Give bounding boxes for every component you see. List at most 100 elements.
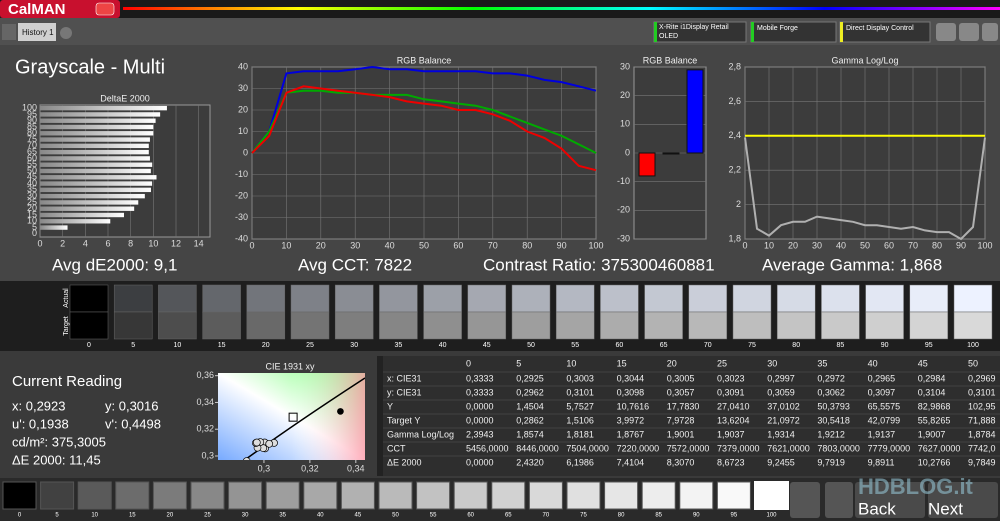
patch-button[interactable] xyxy=(340,481,375,510)
patch-button[interactable] xyxy=(641,481,676,510)
column-header: 35 xyxy=(817,358,827,368)
row-label: Actual xyxy=(63,288,70,308)
table-cell: 1,5106 xyxy=(566,415,594,425)
x-tick-label: 100 xyxy=(588,240,603,250)
actual-swatch xyxy=(113,284,153,313)
device-status xyxy=(654,22,657,42)
table-cell: 0,2997 xyxy=(767,373,795,383)
swatch-label: 60 xyxy=(616,342,624,349)
column-header: 20 xyxy=(667,358,677,368)
table-cell: 0,2962 xyxy=(516,387,544,397)
settings-button[interactable] xyxy=(936,23,956,41)
table-cell: 9,7919 xyxy=(817,457,845,467)
x-tick-label: 80 xyxy=(932,240,942,250)
target-swatch xyxy=(290,311,330,340)
target-swatch xyxy=(334,311,374,340)
patch-button[interactable] xyxy=(303,481,338,510)
patch-button[interactable] xyxy=(528,481,563,510)
next-button[interactable] xyxy=(928,482,998,518)
table-cell: 1,9001 xyxy=(667,429,695,439)
table-cell: 1,9314 xyxy=(767,429,795,439)
series-line xyxy=(251,85,597,172)
bar xyxy=(40,200,139,205)
patch-button[interactable] xyxy=(77,481,112,510)
bar xyxy=(638,152,656,177)
x-tick-label: 20 xyxy=(316,240,326,250)
add-tab[interactable] xyxy=(60,27,72,39)
y-tick-label: 10 xyxy=(238,126,248,136)
patch-button[interactable] xyxy=(190,481,225,510)
patch-label: 65 xyxy=(505,513,512,519)
patch-button[interactable] xyxy=(416,481,451,510)
x-tick-label: 90 xyxy=(557,240,567,250)
y-tick-label: -30 xyxy=(235,212,248,222)
y-tick-label: 1,8 xyxy=(728,233,741,243)
patch-button[interactable] xyxy=(228,481,263,510)
patch-button[interactable] xyxy=(453,481,488,510)
table-cell: 1,8784 xyxy=(968,429,996,439)
x-tick-label: 0 xyxy=(37,238,42,248)
table-cell: 8446,0000 xyxy=(516,443,559,453)
back-button[interactable] xyxy=(855,482,925,518)
actual-swatch xyxy=(69,284,109,313)
x-tick-label: 80 xyxy=(522,240,532,250)
table-cell: 9,2455 xyxy=(767,457,795,467)
table-cell: 0,0000 xyxy=(466,401,494,411)
bar xyxy=(686,69,704,154)
patch-button[interactable] xyxy=(491,481,526,510)
logo-button[interactable] xyxy=(0,0,120,18)
table-cell: 1,9007 xyxy=(918,429,946,439)
patch-label: 0 xyxy=(18,513,22,519)
tab[interactable] xyxy=(18,23,56,41)
tab-scroll[interactable] xyxy=(2,24,16,40)
summary-stat: Contrast Ratio: 375300460881 xyxy=(483,255,715,274)
swatch-label: 95 xyxy=(925,342,933,349)
x-tick-label: 0 xyxy=(742,240,747,250)
actual-swatch xyxy=(379,284,418,313)
back-label: Back xyxy=(858,499,896,518)
x-tick-label: 20 xyxy=(788,240,798,250)
patch-button[interactable] xyxy=(378,481,413,510)
reading-value: u': 0,1938 xyxy=(12,416,69,431)
next-label: Next xyxy=(928,499,963,518)
x-tick-label: 60 xyxy=(453,240,463,250)
x-tick-label: 2 xyxy=(60,238,65,248)
y-tick-label: 0 xyxy=(243,147,248,157)
table-cell: 102,95 xyxy=(968,401,996,411)
patch-button[interactable] xyxy=(604,481,639,510)
patch-button[interactable] xyxy=(716,481,751,510)
stop-control[interactable] xyxy=(825,482,853,518)
x-tick-label: 10 xyxy=(281,240,291,250)
patch-button[interactable] xyxy=(265,481,300,510)
patch-label: 25 xyxy=(204,513,211,519)
patch-button[interactable] xyxy=(566,481,601,510)
bar xyxy=(40,156,150,161)
y-tick-label: 0 xyxy=(625,147,630,157)
actual-swatch xyxy=(953,284,993,313)
table-cell: ΔE 2000 xyxy=(387,457,422,467)
patch-button[interactable] xyxy=(2,481,37,510)
table-cell: 2,3943 xyxy=(466,429,494,439)
logo: CalMAN xyxy=(8,1,66,18)
help-button[interactable] xyxy=(959,23,979,41)
play-control[interactable] xyxy=(790,482,820,518)
patch-button[interactable] xyxy=(40,481,75,510)
patch-button[interactable] xyxy=(152,481,187,510)
actual-swatch xyxy=(246,284,286,313)
close-button[interactable] xyxy=(982,23,998,41)
patch-label: 100 xyxy=(766,513,777,519)
patch-button[interactable] xyxy=(115,481,150,510)
y-tick-label: 0,36 xyxy=(196,370,214,380)
table-cell: 7572,0000 xyxy=(667,443,710,453)
summary-stat: Average Gamma: 1,868 xyxy=(762,255,942,274)
table-cell: 9,8911 xyxy=(868,457,895,467)
patch-button[interactable] xyxy=(754,481,789,510)
table-cell: 1,8574 xyxy=(516,429,544,439)
table-cell: Gamma Log/Log xyxy=(387,429,454,439)
swatch-label: 50 xyxy=(527,342,535,349)
patch-button[interactable] xyxy=(679,481,714,510)
table-cell: 9,7849 xyxy=(968,457,996,467)
logo-menu[interactable] xyxy=(95,2,115,16)
table-cell: CCT xyxy=(387,443,406,453)
summary-stat: Avg CCT: 7822 xyxy=(298,255,412,274)
